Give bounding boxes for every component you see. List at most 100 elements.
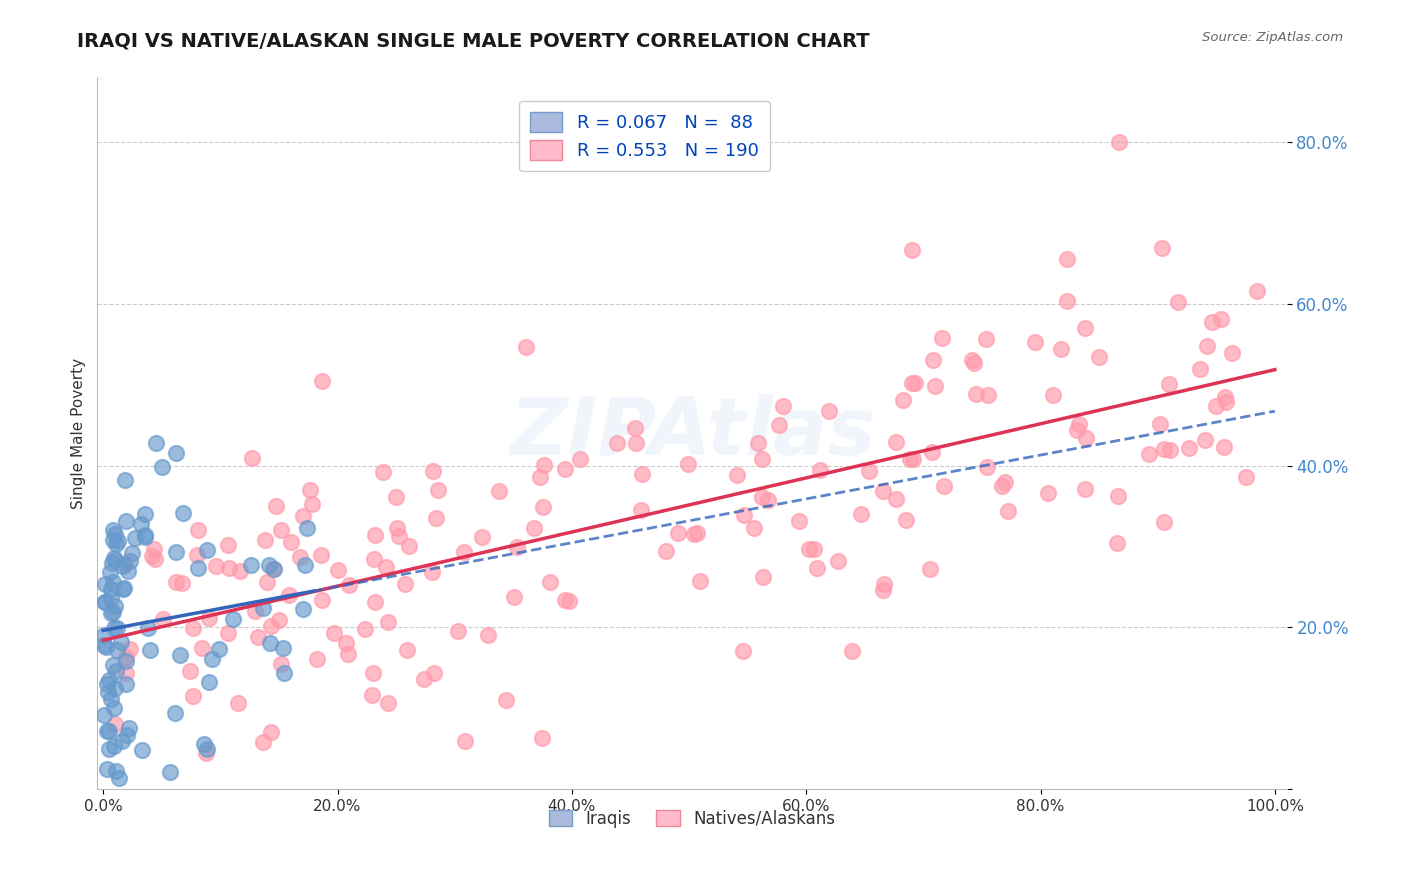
Point <box>558 594 581 608</box>
Point <box>110 635 132 649</box>
Point <box>311 593 333 607</box>
Point <box>676 457 699 471</box>
Point <box>96 762 118 776</box>
Point <box>172 507 194 521</box>
Point <box>100 607 122 621</box>
Point <box>112 582 135 596</box>
Point <box>531 731 554 746</box>
Point <box>271 641 294 656</box>
Point <box>292 602 315 616</box>
Point <box>100 557 122 571</box>
Point <box>337 578 360 592</box>
Point <box>111 558 134 573</box>
Y-axis label: Single Male Poverty: Single Male Poverty <box>72 358 86 509</box>
Point <box>143 552 166 566</box>
Point <box>373 465 395 479</box>
Point <box>104 526 127 541</box>
Point <box>1073 482 1095 496</box>
Point <box>117 564 139 578</box>
Point <box>159 764 181 779</box>
Point <box>336 647 359 661</box>
Point <box>806 561 828 575</box>
Point <box>827 553 849 567</box>
Point <box>323 626 346 640</box>
Point <box>477 628 499 642</box>
Point <box>94 595 117 609</box>
Point <box>311 548 333 562</box>
Point <box>891 393 914 408</box>
Point <box>747 435 769 450</box>
Point <box>884 435 907 450</box>
Point <box>1209 312 1232 326</box>
Point <box>256 575 278 590</box>
Point <box>100 582 122 597</box>
Point <box>808 462 831 476</box>
Point <box>655 544 678 558</box>
Point <box>361 666 384 681</box>
Point <box>540 574 562 589</box>
Point <box>114 473 136 487</box>
Point <box>751 490 773 504</box>
Point <box>134 530 156 544</box>
Point <box>134 528 156 542</box>
Point <box>394 577 416 591</box>
Point <box>1212 441 1234 455</box>
Point <box>217 538 239 552</box>
Point <box>205 558 228 573</box>
Point <box>187 561 209 575</box>
Point <box>377 696 399 710</box>
Point <box>901 244 924 258</box>
Point <box>976 460 998 475</box>
Point <box>97 742 120 756</box>
Point <box>523 521 546 535</box>
Point <box>97 724 120 739</box>
Point <box>361 688 384 702</box>
Point <box>115 728 138 742</box>
Point <box>797 542 820 557</box>
Point <box>1050 342 1073 356</box>
Point <box>193 737 215 751</box>
Point <box>104 717 127 731</box>
Point <box>1215 395 1237 409</box>
Point <box>894 513 917 527</box>
Point <box>1234 470 1257 484</box>
Point <box>165 575 187 590</box>
Point <box>1201 315 1223 329</box>
Point <box>129 516 152 531</box>
Point <box>503 590 526 604</box>
Point <box>1069 417 1091 431</box>
Point <box>269 613 291 627</box>
Point <box>533 458 555 472</box>
Point <box>932 479 955 493</box>
Point <box>266 500 288 514</box>
Point <box>94 640 117 654</box>
Point <box>377 615 399 629</box>
Point <box>114 556 136 570</box>
Point <box>98 673 121 687</box>
Point <box>114 654 136 668</box>
Point <box>165 545 187 559</box>
Point <box>1213 390 1236 404</box>
Point <box>301 497 323 511</box>
Point <box>93 577 115 591</box>
Point <box>262 561 284 575</box>
Point <box>991 479 1014 493</box>
Point <box>751 570 773 584</box>
Point <box>364 528 387 542</box>
Point <box>488 483 510 498</box>
Point <box>273 666 295 681</box>
Point <box>666 526 689 541</box>
Point <box>195 746 218 760</box>
Text: Source: ZipAtlas.com: Source: ZipAtlas.com <box>1202 31 1343 45</box>
Point <box>259 558 281 572</box>
Point <box>963 355 986 369</box>
Point <box>531 500 554 515</box>
Point <box>118 554 141 568</box>
Point <box>179 664 201 678</box>
Point <box>630 467 652 481</box>
Point <box>1024 334 1046 349</box>
Point <box>872 577 894 591</box>
Point <box>107 534 129 549</box>
Point <box>818 403 841 417</box>
Point <box>100 591 122 606</box>
